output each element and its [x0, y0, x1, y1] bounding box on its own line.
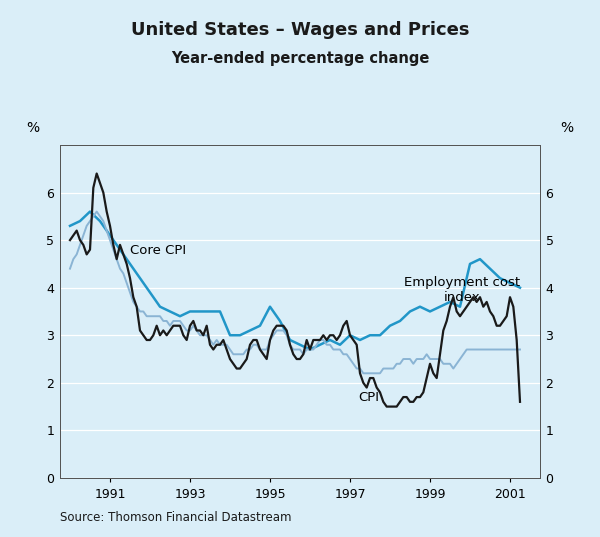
Text: %: % [26, 121, 40, 135]
Text: CPI: CPI [358, 391, 379, 404]
Text: Employment cost
index: Employment cost index [404, 276, 520, 304]
Text: Source: Thomson Financial Datastream: Source: Thomson Financial Datastream [60, 511, 292, 524]
Text: United States – Wages and Prices: United States – Wages and Prices [131, 21, 469, 40]
Text: Core CPI: Core CPI [130, 244, 186, 257]
Text: %: % [560, 121, 574, 135]
Text: Year-ended percentage change: Year-ended percentage change [171, 51, 429, 66]
